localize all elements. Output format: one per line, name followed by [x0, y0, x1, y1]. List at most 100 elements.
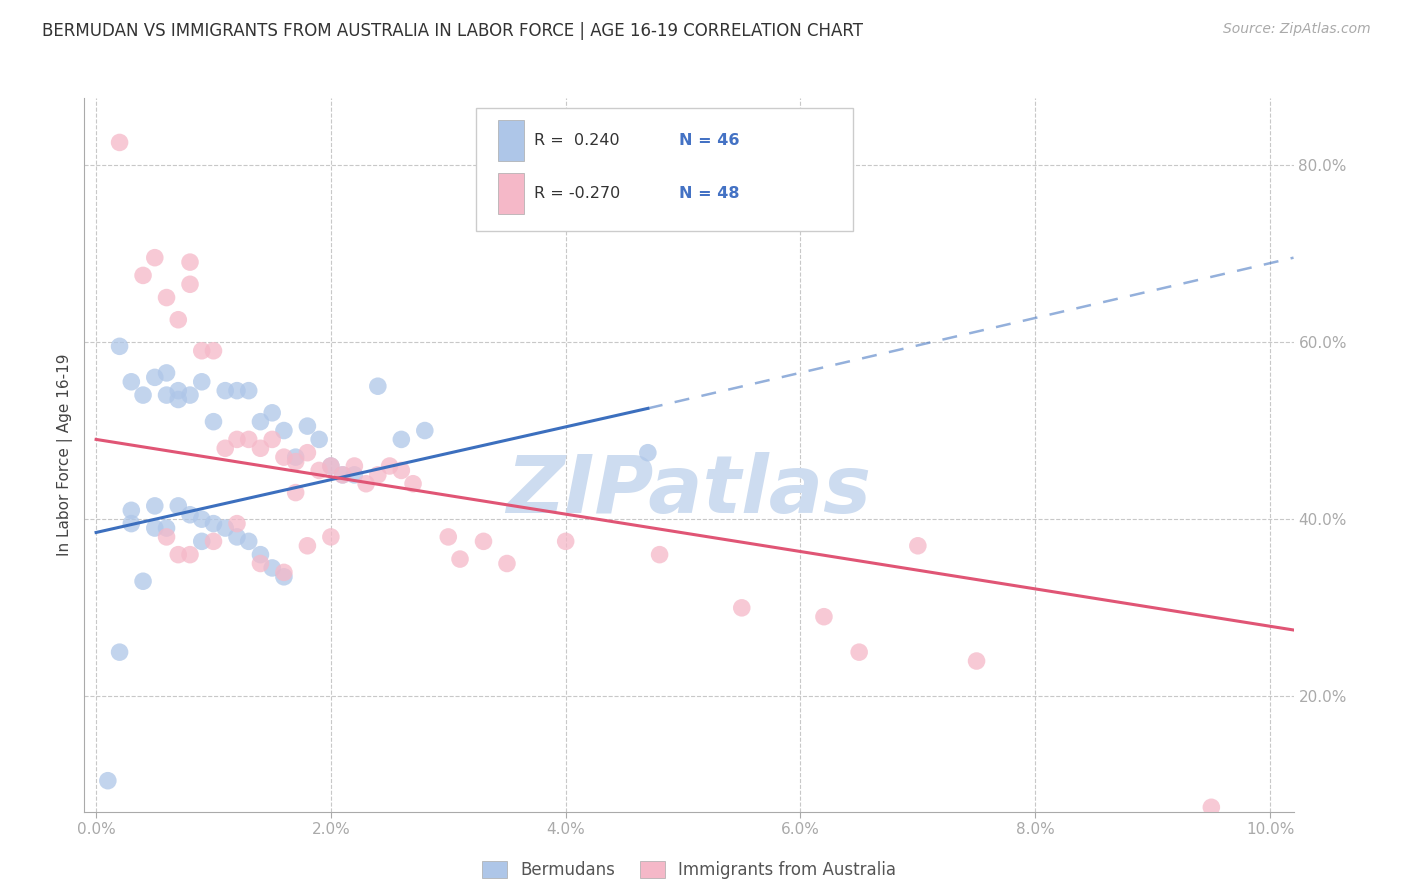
Point — [319, 458, 342, 473]
Point — [155, 291, 177, 305]
Point — [389, 463, 412, 477]
Point — [226, 516, 249, 531]
Point — [297, 419, 319, 434]
Point — [966, 654, 988, 668]
Point — [190, 534, 212, 549]
Point — [120, 375, 142, 389]
Point — [214, 442, 236, 456]
Point — [143, 251, 166, 265]
Point — [167, 312, 190, 326]
Point — [262, 561, 284, 575]
Point — [262, 433, 284, 447]
Point — [120, 503, 142, 517]
Point — [132, 268, 155, 283]
Y-axis label: In Labor Force | Age 16-19: In Labor Force | Age 16-19 — [58, 353, 73, 557]
Point — [214, 384, 236, 398]
Point — [813, 609, 835, 624]
Point — [143, 499, 166, 513]
Point — [907, 539, 929, 553]
Point — [97, 773, 120, 788]
Point — [308, 433, 330, 447]
Point — [167, 499, 190, 513]
Point — [108, 339, 131, 353]
Point — [179, 388, 201, 402]
Text: BERMUDAN VS IMMIGRANTS FROM AUSTRALIA IN LABOR FORCE | AGE 16-19 CORRELATION CHA: BERMUDAN VS IMMIGRANTS FROM AUSTRALIA IN… — [42, 22, 863, 40]
Point — [132, 574, 155, 589]
Point — [297, 446, 319, 460]
Point — [273, 566, 295, 580]
Point — [155, 388, 177, 402]
Point — [848, 645, 870, 659]
Point — [367, 467, 389, 482]
Point — [108, 136, 131, 150]
Point — [108, 645, 131, 659]
Point — [437, 530, 460, 544]
Point — [554, 534, 576, 549]
Point — [155, 366, 177, 380]
Point — [190, 375, 212, 389]
Point — [354, 476, 377, 491]
Point — [155, 530, 177, 544]
Point — [190, 512, 212, 526]
Point — [202, 534, 225, 549]
Point — [343, 467, 366, 482]
Point — [249, 415, 271, 429]
Point — [378, 458, 401, 473]
Point — [273, 450, 295, 464]
Point — [132, 388, 155, 402]
Point — [249, 557, 271, 571]
Point — [367, 379, 389, 393]
Text: ZIPatlas: ZIPatlas — [506, 451, 872, 530]
Point — [167, 392, 190, 407]
Point — [731, 600, 754, 615]
Point — [496, 557, 519, 571]
Point — [637, 446, 659, 460]
Point — [389, 433, 412, 447]
Point — [249, 442, 271, 456]
Point — [273, 424, 295, 438]
Point — [284, 450, 307, 464]
Point — [179, 508, 201, 522]
Point — [308, 463, 330, 477]
Point — [343, 458, 366, 473]
Point — [179, 255, 201, 269]
Point — [472, 534, 495, 549]
Point — [413, 424, 436, 438]
Point — [167, 384, 190, 398]
Text: R =  0.240: R = 0.240 — [534, 133, 620, 148]
Point — [226, 384, 249, 398]
Point — [179, 548, 201, 562]
Legend: Bermudans, Immigrants from Australia: Bermudans, Immigrants from Australia — [475, 854, 903, 886]
Text: Source: ZipAtlas.com: Source: ZipAtlas.com — [1223, 22, 1371, 37]
Point — [226, 433, 249, 447]
Text: N = 46: N = 46 — [679, 133, 740, 148]
Point — [214, 521, 236, 535]
Point — [202, 415, 225, 429]
Point — [190, 343, 212, 358]
Point — [238, 433, 260, 447]
Point — [297, 539, 319, 553]
Point — [202, 343, 225, 358]
Point — [402, 476, 425, 491]
Point — [332, 467, 354, 482]
Point — [179, 277, 201, 292]
Point — [238, 384, 260, 398]
Point — [648, 548, 671, 562]
Point — [249, 548, 271, 562]
Point — [273, 570, 295, 584]
Point — [284, 454, 307, 468]
Point — [143, 370, 166, 384]
Point — [143, 521, 166, 535]
Point — [167, 548, 190, 562]
Point — [1201, 800, 1223, 814]
Point — [284, 485, 307, 500]
Point — [120, 516, 142, 531]
Point — [319, 458, 342, 473]
Point — [262, 406, 284, 420]
Point — [332, 467, 354, 482]
Point — [202, 516, 225, 531]
Point — [449, 552, 471, 566]
Text: N = 48: N = 48 — [679, 186, 740, 201]
Point — [319, 530, 342, 544]
Point — [226, 530, 249, 544]
